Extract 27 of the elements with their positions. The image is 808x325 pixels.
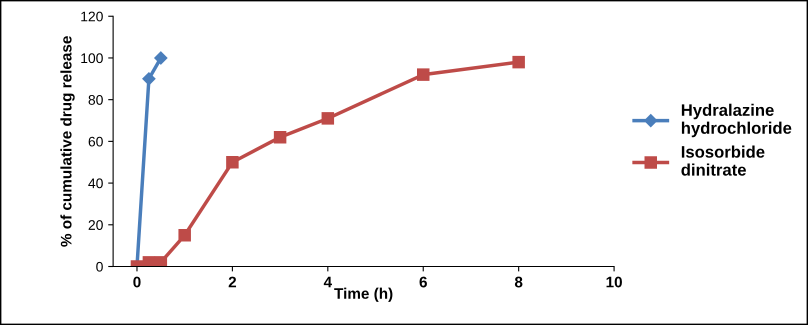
point bbox=[154, 256, 168, 266]
y-tick-label: 120 bbox=[81, 12, 103, 22]
y-tick-label: 40 bbox=[88, 178, 103, 188]
x-tick-label: 10 bbox=[606, 276, 622, 288]
x-axis-title: Time (h) bbox=[334, 288, 392, 302]
y-tick-label: 100 bbox=[81, 53, 103, 64]
point bbox=[226, 156, 239, 168]
point bbox=[142, 72, 156, 86]
point bbox=[154, 51, 168, 65]
legend-label: Isosorbide dinitrate bbox=[681, 146, 764, 176]
y-tick-label: 0 bbox=[96, 262, 103, 272]
point bbox=[178, 228, 191, 242]
x-tick-label: 8 bbox=[514, 276, 522, 288]
point bbox=[142, 256, 156, 266]
point bbox=[416, 68, 430, 81]
x-tick-label: 0 bbox=[133, 276, 141, 288]
x-tick-label: 6 bbox=[420, 276, 427, 288]
x-tick-label: 4 bbox=[324, 276, 332, 288]
point bbox=[274, 130, 286, 144]
y-tick-label: 60 bbox=[88, 136, 103, 147]
y-axis-title: % of cumulative drug release bbox=[60, 36, 75, 247]
y-tick-label: 80 bbox=[88, 95, 103, 105]
x-tick-label: 2 bbox=[228, 276, 236, 288]
y-tick-label: 20 bbox=[88, 220, 103, 230]
point bbox=[322, 112, 334, 125]
legend-label: Hydralazine hydrochloride bbox=[682, 104, 792, 138]
point bbox=[512, 56, 525, 68]
